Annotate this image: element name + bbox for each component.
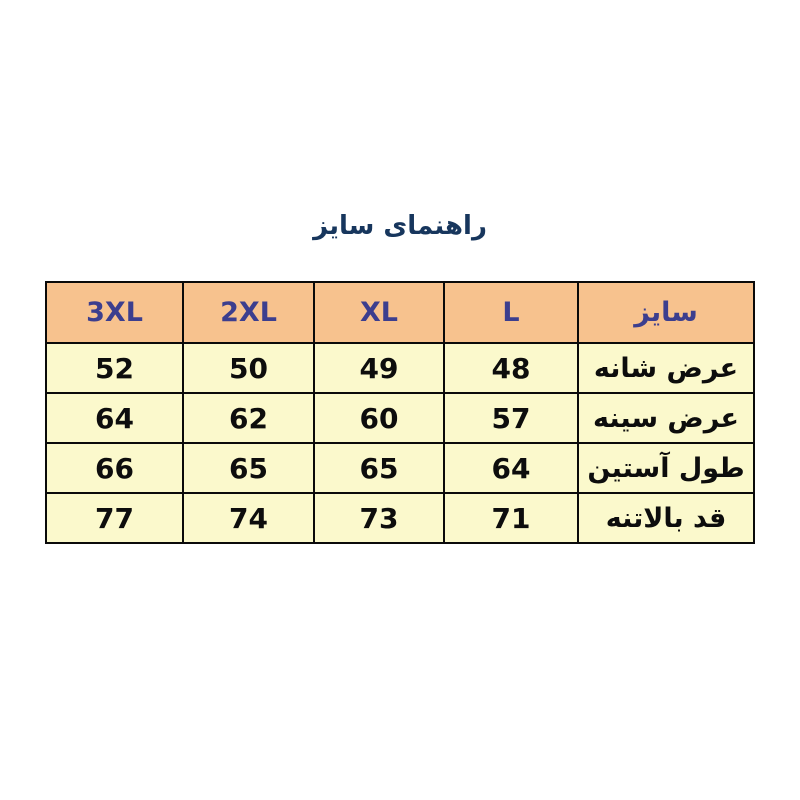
table-row-shoulder-width: عرض شانه 48 49 50 52 bbox=[45, 342, 755, 394]
value-cell: 65 bbox=[182, 442, 315, 494]
value-cell: 50 bbox=[182, 342, 315, 394]
row-label: قد بالاتنه bbox=[577, 492, 755, 544]
table-row-sleeve-length: طول آستین 64 65 65 66 bbox=[45, 442, 755, 494]
row-label: طول آستین bbox=[577, 442, 755, 494]
table-row-torso-length: قد بالاتنه 71 73 74 77 bbox=[45, 492, 755, 544]
value-cell: 65 bbox=[313, 442, 445, 494]
header-cell-3xl: 3XL bbox=[45, 281, 184, 344]
row-label: عرض شانه bbox=[577, 342, 755, 394]
value-cell: 49 bbox=[313, 342, 445, 394]
value-cell: 62 bbox=[182, 392, 315, 444]
size-table: سایز L XL 2XL 3XL عرض شانه 48 49 50 52 ع… bbox=[45, 281, 755, 544]
value-cell: 64 bbox=[443, 442, 579, 494]
header-cell-l: L bbox=[443, 281, 579, 344]
header-cell-xl: XL bbox=[313, 281, 445, 344]
value-cell: 66 bbox=[45, 442, 184, 494]
value-cell: 52 bbox=[45, 342, 184, 394]
value-cell: 64 bbox=[45, 392, 184, 444]
header-row: سایز L XL 2XL 3XL bbox=[45, 281, 755, 344]
value-cell: 73 bbox=[313, 492, 445, 544]
table-row-chest-width: عرض سینه 57 60 62 64 bbox=[45, 392, 755, 444]
value-cell: 60 bbox=[313, 392, 445, 444]
value-cell: 74 bbox=[182, 492, 315, 544]
value-cell: 77 bbox=[45, 492, 184, 544]
page-title: راهنمای سایز bbox=[313, 211, 487, 241]
header-cell-size: سایز bbox=[577, 281, 755, 344]
value-cell: 71 bbox=[443, 492, 579, 544]
row-label: عرض سینه bbox=[577, 392, 755, 444]
value-cell: 57 bbox=[443, 392, 579, 444]
header-cell-2xl: 2XL bbox=[182, 281, 315, 344]
value-cell: 48 bbox=[443, 342, 579, 394]
